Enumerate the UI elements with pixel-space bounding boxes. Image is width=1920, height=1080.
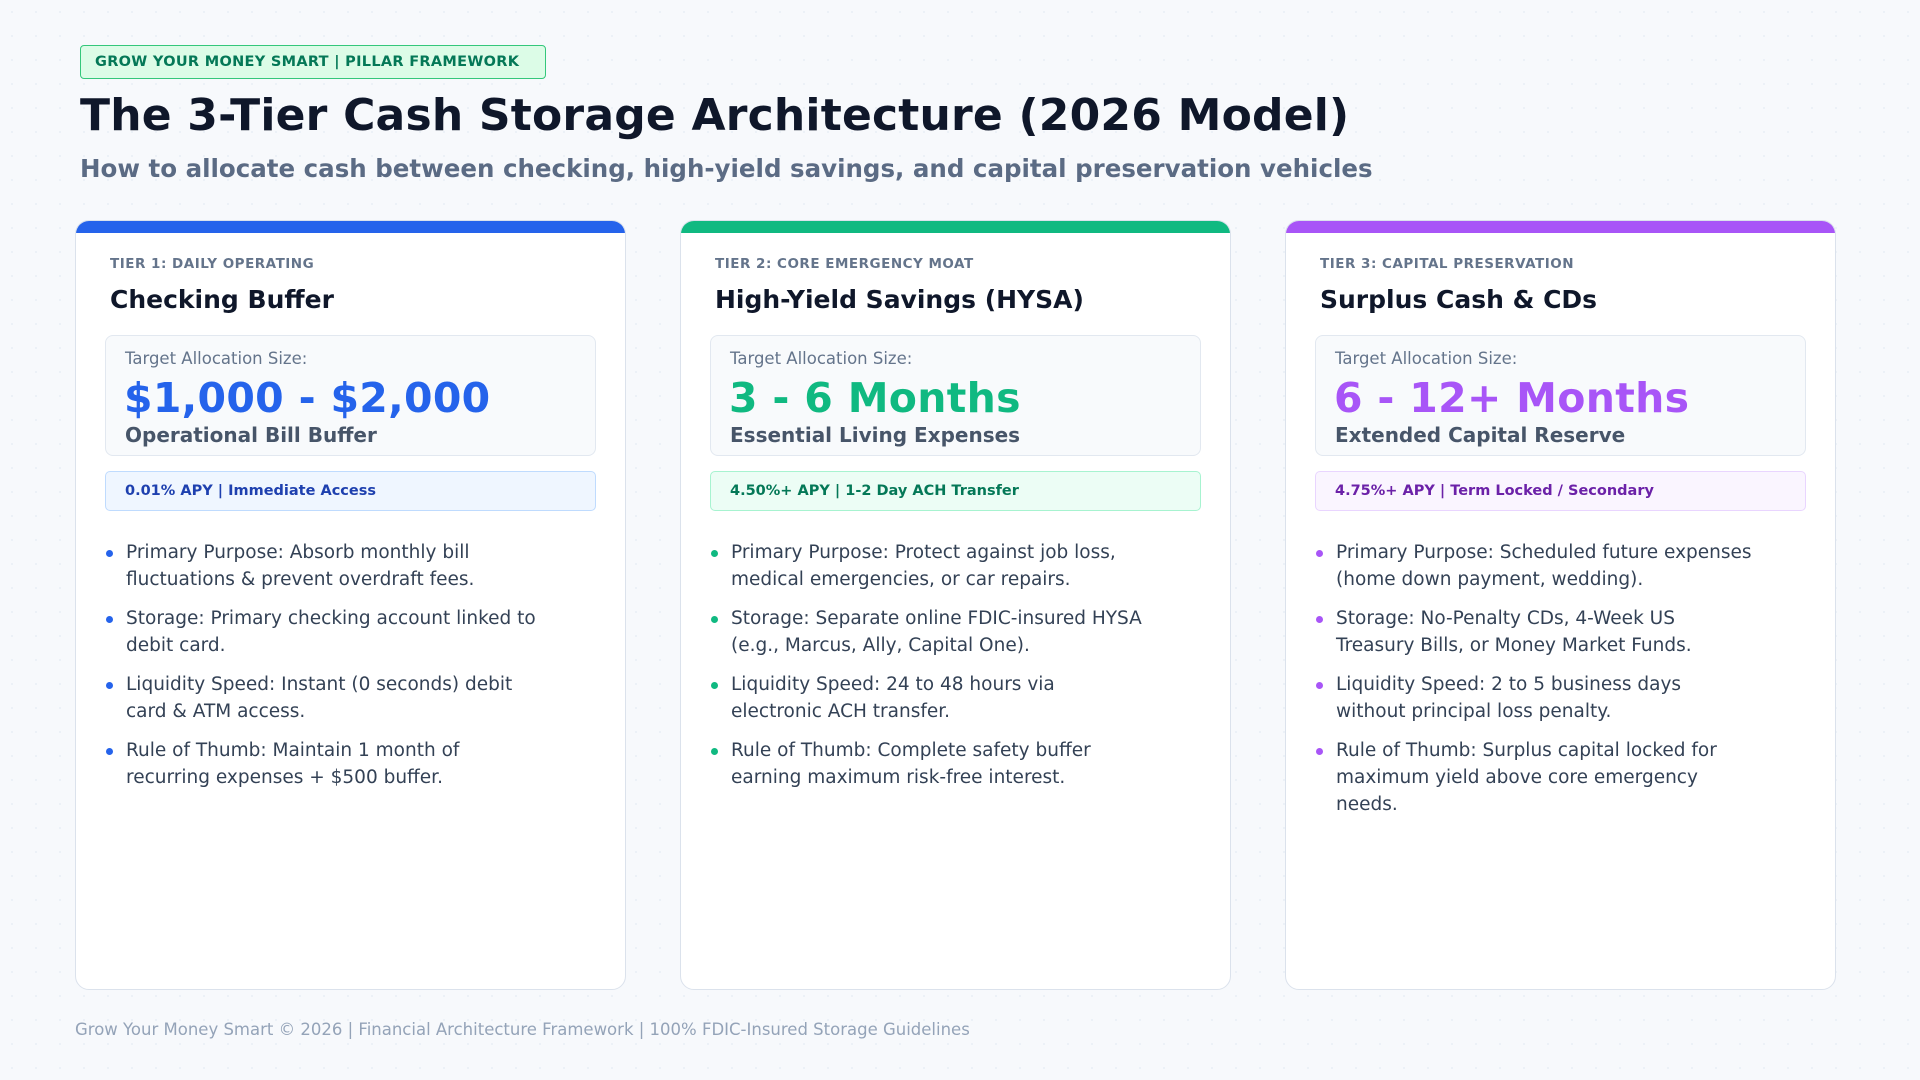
- bullet-text: Liquidity Speed: 2 to 5 business days wi…: [1336, 674, 1682, 722]
- allocation-description: Extended Capital Reserve: [1335, 423, 1626, 447]
- footer-text: Grow Your Money Smart © 2026 | Financial…: [75, 1020, 970, 1039]
- allocation-description: Essential Living Expenses: [730, 423, 1021, 447]
- bullet-item: Primary Purpose: Protect against job los…: [709, 539, 1149, 593]
- tier-card-3: TIER 3: CAPITAL PRESERVATION Surplus Cas…: [1285, 220, 1836, 990]
- bullet-text: Rule of Thumb: Maintain 1 month of recur…: [126, 740, 460, 788]
- apy-badge: 4.75%+ APY | Term Locked / Secondary: [1315, 471, 1806, 511]
- tier-card-2: TIER 2: CORE EMERGENCY MOAT High-Yield S…: [680, 220, 1231, 990]
- bullet-dot-icon: [106, 616, 113, 623]
- bullet-text: Liquidity Speed: 24 to 48 hours via elec…: [731, 674, 1055, 722]
- allocation-box: Target Allocation Size: 6 - 12+ Months E…: [1315, 335, 1806, 456]
- bullet-item: Primary Purpose: Scheduled future expens…: [1314, 539, 1754, 593]
- bullet-dot-icon: [106, 748, 113, 755]
- bullet-text: Liquidity Speed: Instant (0 seconds) deb…: [126, 674, 513, 722]
- tier-accent-bar: [681, 221, 1230, 233]
- tier-title: Surplus Cash & CDs: [1320, 285, 1598, 314]
- tier-card-1: TIER 1: DAILY OPERATING Checking Buffer …: [75, 220, 626, 990]
- bullet-item: Storage: No-Penalty CDs, 4-Week US Treas…: [1314, 605, 1754, 659]
- tier-bullet-list: Primary Purpose: Protect against job los…: [709, 539, 1149, 803]
- bullet-dot-icon: [711, 748, 718, 755]
- allocation-value: 3 - 6 Months: [729, 374, 1021, 422]
- bullet-item: Rule of Thumb: Complete safety buffer ea…: [709, 737, 1149, 791]
- bullet-text: Storage: No-Penalty CDs, 4-Week US Treas…: [1336, 608, 1692, 656]
- tier-title: High-Yield Savings (HYSA): [715, 285, 1084, 314]
- bullet-dot-icon: [711, 550, 718, 557]
- allocation-value: 6 - 12+ Months: [1334, 374, 1690, 422]
- tier-bullet-list: Primary Purpose: Scheduled future expens…: [1314, 539, 1754, 830]
- bullet-dot-icon: [1316, 682, 1323, 689]
- tier-bullet-list: Primary Purpose: Absorb monthly bill flu…: [104, 539, 544, 803]
- bullet-text: Primary Purpose: Absorb monthly bill flu…: [126, 542, 475, 590]
- bullet-dot-icon: [1316, 550, 1323, 557]
- bullet-dot-icon: [711, 682, 718, 689]
- framework-badge: GROW YOUR MONEY SMART | PILLAR FRAMEWORK: [80, 45, 547, 79]
- tier-accent-bar: [1286, 221, 1835, 233]
- tier-label: TIER 1: DAILY OPERATING: [110, 256, 315, 272]
- bullet-item: Liquidity Speed: 24 to 48 hours via elec…: [709, 671, 1149, 725]
- bullet-item: Storage: Primary checking account linked…: [104, 605, 544, 659]
- apy-badge: 4.50%+ APY | 1-2 Day ACH Transfer: [710, 471, 1201, 511]
- bullet-dot-icon: [711, 616, 718, 623]
- bullet-dot-icon: [1316, 616, 1323, 623]
- bullet-dot-icon: [1316, 748, 1323, 755]
- page-title: The 3-Tier Cash Storage Architecture (20…: [80, 90, 1350, 141]
- bullet-item: Primary Purpose: Absorb monthly bill flu…: [104, 539, 544, 593]
- allocation-box: Target Allocation Size: $1,000 - $2,000 …: [105, 335, 596, 456]
- bullet-text: Primary Purpose: Scheduled future expens…: [1336, 542, 1752, 590]
- bullet-text: Storage: Primary checking account linked…: [126, 608, 536, 656]
- bullet-dot-icon: [106, 682, 113, 689]
- tier-accent-bar: [76, 221, 625, 233]
- bullet-item: Liquidity Speed: 2 to 5 business days wi…: [1314, 671, 1754, 725]
- allocation-label: Target Allocation Size:: [1335, 349, 1518, 368]
- tier-label: TIER 2: CORE EMERGENCY MOAT: [715, 256, 974, 272]
- bullet-item: Rule of Thumb: Maintain 1 month of recur…: [104, 737, 544, 791]
- bullet-text: Rule of Thumb: Surplus capital locked fo…: [1336, 740, 1717, 815]
- allocation-label: Target Allocation Size:: [125, 349, 308, 368]
- tier-title: Checking Buffer: [110, 285, 334, 314]
- bullet-item: Storage: Separate online FDIC-insured HY…: [709, 605, 1149, 659]
- allocation-value: $1,000 - $2,000: [124, 374, 491, 422]
- allocation-description: Operational Bill Buffer: [125, 423, 377, 447]
- bullet-item: Rule of Thumb: Surplus capital locked fo…: [1314, 737, 1754, 818]
- allocation-box: Target Allocation Size: 3 - 6 Months Ess…: [710, 335, 1201, 456]
- tier-label: TIER 3: CAPITAL PRESERVATION: [1320, 256, 1575, 272]
- page-subtitle: How to allocate cash between checking, h…: [80, 154, 1373, 183]
- bullet-dot-icon: [106, 550, 113, 557]
- bullet-text: Primary Purpose: Protect against job los…: [731, 542, 1116, 590]
- allocation-label: Target Allocation Size:: [730, 349, 913, 368]
- bullet-item: Liquidity Speed: Instant (0 seconds) deb…: [104, 671, 544, 725]
- bullet-text: Storage: Separate online FDIC-insured HY…: [731, 608, 1142, 656]
- apy-badge: 0.01% APY | Immediate Access: [105, 471, 596, 511]
- bullet-text: Rule of Thumb: Complete safety buffer ea…: [731, 740, 1091, 788]
